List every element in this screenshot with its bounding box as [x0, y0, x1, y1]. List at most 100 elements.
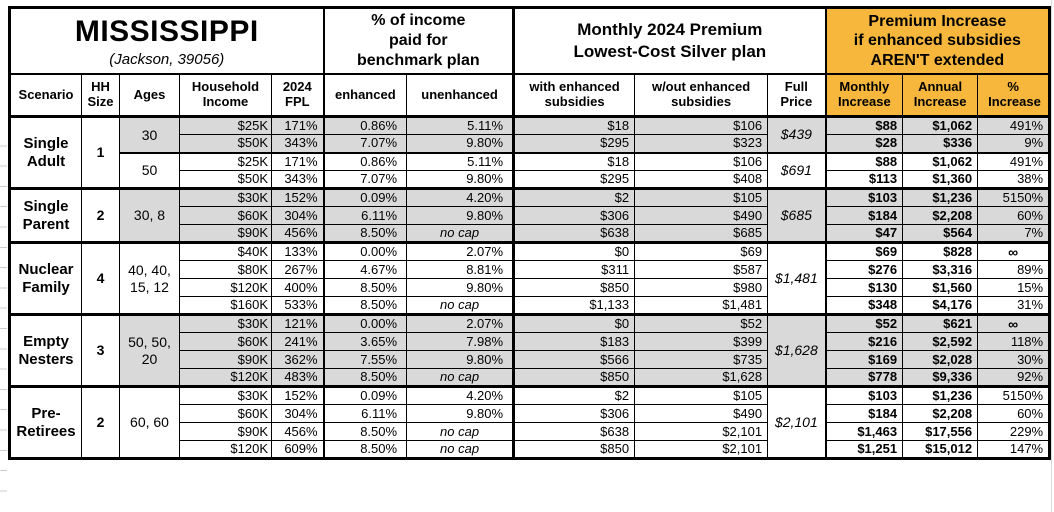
pct-increase-cell: 92% — [977, 368, 1051, 387]
without-subsidies-cell: $105 — [634, 385, 769, 405]
monthly-increase-cell: $1,251 — [825, 440, 904, 459]
table-row: $60K 304% 6.11% 9.80% $306 $490 $184 $2,208 60% — [10, 404, 1051, 423]
income-cell: $30K — [179, 313, 272, 333]
col-header-pct-increase: % Increase — [977, 73, 1051, 117]
fpl-cell: 456% — [270, 422, 325, 441]
with-subsidies-cell: $566 — [513, 350, 636, 369]
scenario-cell: Nuclear Family — [9, 241, 82, 315]
pct-increase-cell: 5150% — [977, 187, 1051, 207]
pct-increase-cell: 229% — [977, 422, 1051, 441]
col-header-without-subsidies: w/out enhanced subsidies — [634, 73, 769, 117]
with-subsidies-cell: $306 — [513, 206, 636, 225]
annual-increase-cell: $2,208 — [902, 206, 979, 225]
table-row: Single Adult 1 30 $25K 171% 0.86% 5.11% $18 $106… — [9, 115, 1051, 189]
unenhanced-pct-cell: no cap — [406, 368, 516, 387]
enhanced-pct-cell: 7.55% — [323, 350, 408, 369]
enhanced-pct-cell: 0.09% — [323, 385, 408, 405]
enhanced-pct-cell: 0.86% — [323, 115, 408, 135]
annual-increase-cell: $1,062 — [902, 151, 979, 171]
unenhanced-pct-cell: 9.80% — [406, 206, 516, 225]
table-row: $90K 456% 8.50% no cap $638 $2,101 $1,463 $17,5… — [10, 422, 1051, 441]
pct-increase-cell: 89% — [977, 260, 1051, 279]
unenhanced-pct-cell: 9.80% — [406, 170, 516, 189]
hh-size-cell: 2 — [81, 187, 120, 243]
table-row: $50K 343% 7.07% 9.80% $295 $323 $28 $336 9% — [10, 134, 1051, 153]
without-subsidies-cell: $587 — [634, 260, 769, 279]
col-header-2024-fpl: 2024 FPL — [270, 73, 325, 117]
fpl-cell: 343% — [270, 170, 325, 189]
pct-increase-cell: 491% — [977, 115, 1051, 135]
state-title: MISSISSIPPI — [74, 14, 259, 48]
scenario-cell: Single Adult — [9, 115, 82, 189]
premium-group-header: Monthly 2024 Premium Lowest-Cost Silver … — [513, 7, 827, 75]
table-row: $60K 241% 3.65% 7.98% $183 $399 $216 $2,592 118% — [10, 332, 1051, 351]
with-subsidies-cell: $306 — [513, 404, 636, 423]
with-subsidies-cell: $295 — [513, 170, 636, 189]
full-price-cell: $1,628 — [767, 313, 827, 387]
income-cell: $80K — [179, 260, 272, 279]
enhanced-pct-cell: 6.11% — [323, 206, 408, 225]
fpl-cell: 400% — [270, 278, 325, 297]
income-cell: $25K — [179, 151, 272, 171]
scenario-cell: Single Parent — [9, 187, 82, 243]
unenhanced-pct-cell: 9.80% — [406, 134, 516, 153]
unenhanced-pct-cell: no cap — [406, 224, 516, 243]
col-header-annual-increase: Annual Increase — [902, 73, 979, 117]
fpl-cell: 133% — [270, 241, 325, 261]
income-cell: $40K — [179, 241, 272, 261]
monthly-increase-cell: $348 — [825, 296, 904, 315]
income-cell: $120K — [179, 278, 272, 297]
without-subsidies-cell: $685 — [634, 224, 769, 243]
table-row: $90K 362% 7.55% 9.80% $566 $735 $169 $2,028 30% — [10, 350, 1051, 369]
unenhanced-pct-cell: 2.07% — [406, 241, 516, 261]
enhanced-pct-cell: 8.50% — [323, 278, 408, 297]
annual-increase-cell: $3,316 — [902, 260, 979, 279]
col-header-household-income: Household Income — [179, 73, 272, 117]
pct-increase-cell: 7% — [977, 224, 1051, 243]
unenhanced-pct-cell: no cap — [406, 422, 516, 441]
full-price-cell: $691 — [767, 151, 827, 189]
fpl-cell: 304% — [270, 404, 325, 423]
annual-increase-cell: $1,360 — [902, 170, 979, 189]
with-subsidies-cell: $2 — [513, 187, 636, 207]
enhanced-pct-cell: 0.00% — [323, 241, 408, 261]
enhanced-pct-cell: 0.09% — [323, 187, 408, 207]
enhanced-pct-cell: 8.50% — [323, 224, 408, 243]
table-row: $120K 483% 8.50% no cap $850 $1,628 $778 $9,336… — [10, 368, 1051, 387]
col-header-monthly-increase: Monthly Increase — [825, 73, 904, 117]
premium-header-line: Monthly 2024 Premium — [577, 19, 763, 39]
table-row: Pre-Retirees 2 60, 60 $30K 152% 0.09% 4.20% $2 $… — [9, 385, 1051, 459]
benchmark-header-line: % of income — [371, 12, 466, 29]
scenario-cell: Pre-Retirees — [9, 385, 82, 459]
with-subsidies-cell: $2 — [513, 385, 636, 405]
with-subsidies-cell: $183 — [513, 332, 636, 351]
benchmark-group-header: % of income paid for benchmark plan — [323, 7, 516, 75]
with-subsidies-cell: $1,133 — [513, 296, 636, 315]
with-subsidies-cell: $295 — [513, 134, 636, 153]
monthly-increase-cell: $47 — [825, 224, 904, 243]
unenhanced-pct-cell: 8.81% — [406, 260, 516, 279]
full-price-cell: $439 — [767, 115, 827, 153]
without-subsidies-cell: $735 — [634, 350, 769, 369]
with-subsidies-cell: $0 — [513, 313, 636, 333]
income-cell: $60K — [179, 206, 272, 225]
location-subtitle: (Jackson, 39056) — [109, 50, 225, 68]
with-subsidies-cell: $850 — [513, 278, 636, 297]
scenario-cell: Empty Nesters — [9, 313, 82, 387]
monthly-increase-cell: $169 — [825, 350, 904, 369]
monthly-increase-cell: $28 — [825, 134, 904, 153]
pct-increase-cell: ∞ — [977, 313, 1051, 333]
annual-increase-cell: $15,012 — [902, 440, 979, 459]
without-subsidies-cell: $106 — [634, 151, 769, 171]
income-cell: $60K — [179, 404, 272, 423]
enhanced-pct-cell: 0.86% — [323, 151, 408, 171]
with-subsidies-cell: $850 — [513, 368, 636, 387]
monthly-increase-cell: $52 — [825, 313, 904, 333]
income-cell: $90K — [179, 224, 272, 243]
unenhanced-pct-cell: 9.80% — [406, 278, 516, 297]
without-subsidies-cell: $408 — [634, 170, 769, 189]
monthly-increase-cell: $184 — [825, 404, 904, 423]
pct-increase-cell: ∞ — [977, 241, 1051, 261]
monthly-increase-cell: $113 — [825, 170, 904, 189]
fpl-cell: 171% — [270, 151, 325, 171]
